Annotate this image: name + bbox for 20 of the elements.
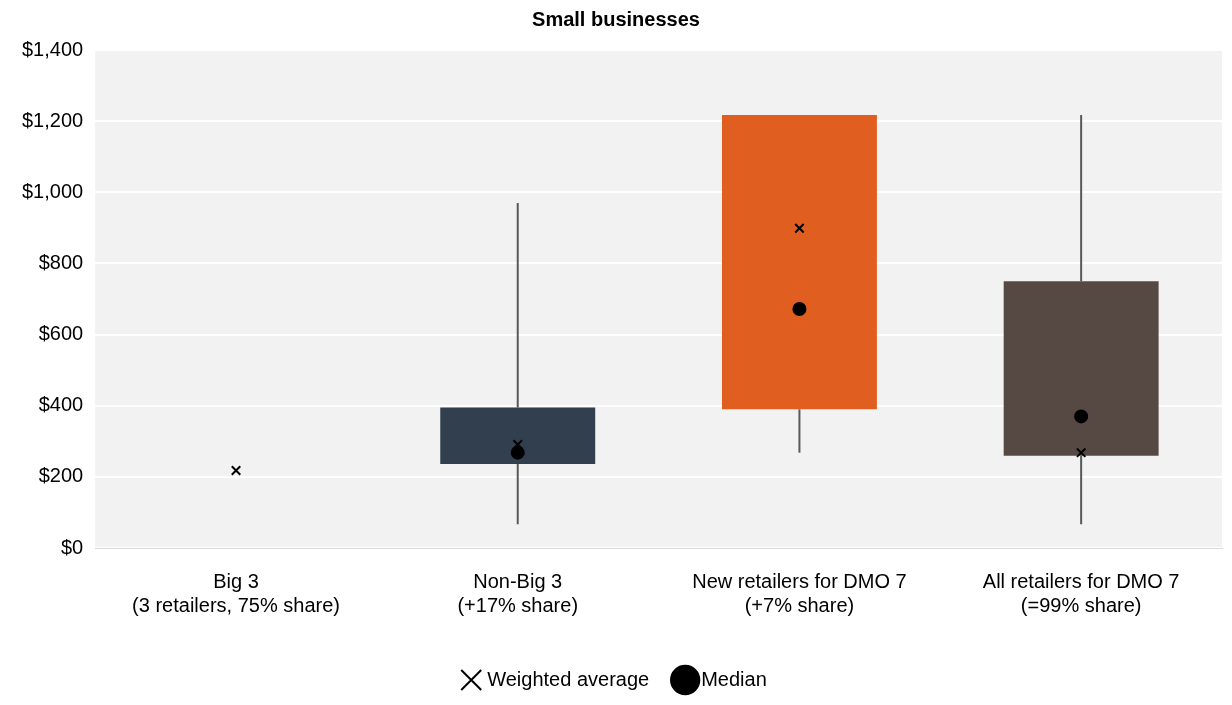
y-tick-label: $1,200 (22, 108, 84, 131)
point (794, 222, 805, 234)
legend-label: Median (701, 667, 767, 690)
point (230, 465, 242, 476)
x-tick-label: New retailers for DMO 7 (+7% share) (692, 569, 907, 616)
x-tick-label: All retailers for DMO 7 (=99% share) (982, 569, 1180, 616)
x-tick-label: Non-Big 3 (+17% share) (457, 569, 579, 616)
y-tick-label: $800 (38, 250, 84, 273)
point (792, 301, 807, 316)
y-tick-label: $400 (38, 393, 84, 416)
y-tick-label: $200 (38, 464, 84, 487)
chart-title: Small businesses (532, 7, 700, 30)
y-tick-label: $1,000 (22, 179, 84, 202)
y-tick-label: $600 (38, 322, 84, 345)
x-tick-label: Big 3 (3 retailers, 75% share) (132, 569, 340, 616)
y-tick-label: $0 (60, 535, 84, 558)
point (1075, 447, 1087, 458)
legend-label: Weighted average (487, 667, 650, 690)
y-tick-label: $1,400 (22, 37, 84, 60)
point (1074, 409, 1089, 424)
